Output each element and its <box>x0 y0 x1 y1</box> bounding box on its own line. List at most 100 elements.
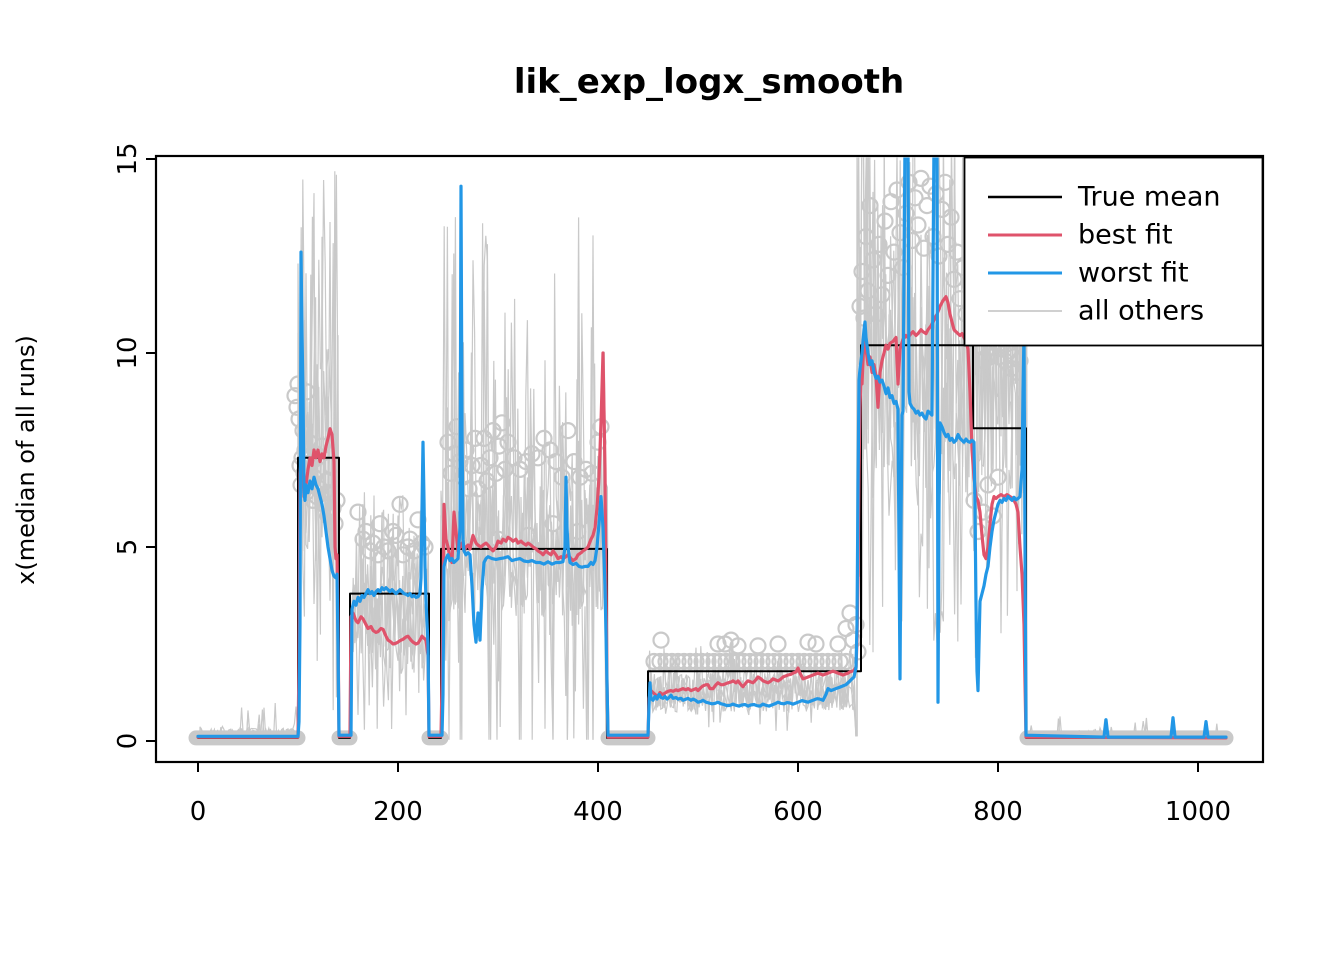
outlier-circle <box>328 491 346 509</box>
x-tick-label: 200 <box>373 797 423 827</box>
outlier-circle <box>819 652 837 671</box>
outlier-circle <box>870 235 888 253</box>
all-others-run-line <box>349 504 430 737</box>
outlier-circle <box>807 652 825 671</box>
outlier-circle <box>915 239 933 257</box>
outlier-circle <box>801 652 819 671</box>
x-tick-label: 1000 <box>1165 797 1231 827</box>
outlier-circle <box>753 652 771 671</box>
outlier-circle <box>387 526 405 545</box>
y-tick-labels: 0 5 10 15 <box>113 142 143 749</box>
outlier-circle <box>463 456 481 475</box>
legend-label-best-fit: best fit <box>1078 220 1173 251</box>
all-others-run-line <box>647 650 857 737</box>
outlier-circle <box>553 468 571 486</box>
outlier-circle <box>384 522 402 541</box>
outlier-circle <box>795 652 813 671</box>
outlier-circle <box>466 429 484 447</box>
outlier-circle <box>909 216 927 234</box>
outlier-circle <box>799 633 817 651</box>
series-line-best-fit <box>196 295 1228 740</box>
outlier-circle <box>783 652 801 671</box>
plot-frame <box>154 154 1265 764</box>
all-others-run-line <box>297 221 340 737</box>
outlier-circle <box>807 635 825 653</box>
outlier-circle <box>741 652 759 671</box>
outlier-circle <box>729 637 747 655</box>
outlier-circle <box>723 652 741 671</box>
outlier-circle <box>841 604 859 622</box>
outlier-circle <box>851 297 869 315</box>
outlier-circle <box>759 652 777 671</box>
x-tick-label: 600 <box>773 797 823 827</box>
x-tick-label: 0 <box>190 797 207 827</box>
outlier-circle <box>375 538 393 556</box>
x-axis <box>197 762 1199 772</box>
legend-label-worst-fit: worst fit <box>1078 258 1189 289</box>
y-tick-label: 10 <box>113 336 143 369</box>
outlier-circle <box>559 422 577 440</box>
outlier-circle <box>490 437 508 455</box>
outlier-circle <box>777 652 795 671</box>
outlier-circle <box>861 197 879 215</box>
y-tick-label: 5 <box>113 539 143 556</box>
outlier-circle <box>749 637 767 655</box>
outlier-circle <box>771 652 789 671</box>
x-tick-labels: 0 200 400 600 800 1000 <box>190 797 1231 827</box>
outlier-circle <box>705 652 723 671</box>
y-tick-label: 0 <box>113 733 143 750</box>
outlier-circle <box>853 262 871 281</box>
outlier-circle <box>547 453 565 471</box>
outlier-circle <box>831 652 849 671</box>
outlier-circle <box>652 631 670 649</box>
outlier-circle <box>544 515 562 533</box>
outlier-circle <box>942 208 960 226</box>
outlier-circle <box>391 495 409 513</box>
outlier-circle <box>879 266 897 284</box>
y-axis <box>146 158 156 742</box>
outlier-circle <box>717 652 735 671</box>
outlier-circle <box>481 449 499 467</box>
outlier-circle <box>735 652 753 671</box>
outlier-circle <box>663 652 681 671</box>
legend-box <box>963 156 1264 347</box>
outlier-circle <box>675 652 693 671</box>
x-tick-label: 800 <box>973 797 1023 827</box>
outlier-circle <box>837 652 855 671</box>
outlier-circle <box>876 212 894 230</box>
outlier-circle <box>442 464 460 482</box>
outlier-circle <box>401 530 419 548</box>
outlier-circle <box>681 652 699 671</box>
outlier-circle <box>813 652 831 671</box>
outlier-circle <box>711 652 729 671</box>
outlier-circle <box>699 652 717 671</box>
outlier-circle <box>825 652 843 671</box>
outlier-circle <box>930 247 948 265</box>
outlier-circle <box>493 414 511 432</box>
series-line-worst-fit <box>196 157 1228 739</box>
outlier-circle <box>687 652 705 671</box>
outlier-circle <box>864 251 882 269</box>
outlier-circle <box>873 286 891 304</box>
legend-label-true-mean: True mean <box>1077 182 1221 213</box>
y-tick-label: 15 <box>113 142 143 175</box>
outlier-circle <box>371 515 389 533</box>
outlier-circle <box>857 228 875 246</box>
outlier-circle <box>529 449 547 467</box>
outlier-circle <box>885 243 903 261</box>
outlier-circle <box>565 453 583 471</box>
outlier-circle <box>487 464 505 482</box>
legend-label-all-others: all others <box>1078 296 1204 327</box>
outlier-circle <box>657 652 675 671</box>
outlier-circle <box>499 433 517 451</box>
outlier-circle <box>645 652 663 671</box>
outlier-circle <box>1011 352 1029 370</box>
outlier-circle <box>693 652 711 671</box>
y-axis-label: x(median of all runs) <box>12 335 40 585</box>
outlier-circle <box>569 522 587 541</box>
x-tick-label: 400 <box>573 797 623 827</box>
outlier-circle <box>669 652 687 671</box>
outlier-circle <box>448 418 466 436</box>
chart-title: lik_exp_logx_smooth <box>514 62 904 102</box>
